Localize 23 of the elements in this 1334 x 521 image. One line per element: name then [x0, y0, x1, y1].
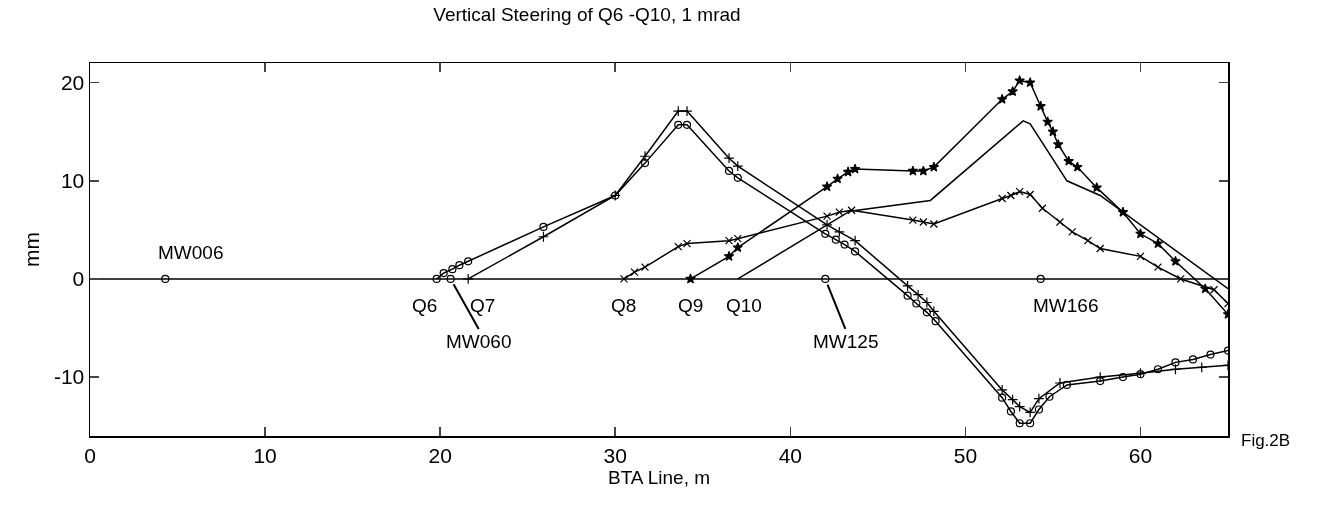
x-axis-title: BTA Line, m: [607, 466, 711, 488]
x-tick-label: 40: [778, 443, 802, 467]
y-axis-title: mm: [20, 232, 44, 267]
y-tick-label: 10: [60, 169, 85, 193]
annotation: MW125: [813, 331, 879, 352]
annotation: Q6: [412, 295, 438, 316]
x-tick-label: 10: [253, 443, 277, 467]
annotation: MW166: [1033, 295, 1099, 316]
x-tick-label: 50: [953, 443, 978, 467]
x-tick-label: 20: [428, 443, 452, 467]
y-tick-label: 0: [72, 267, 85, 291]
annotation: Q8: [611, 295, 637, 316]
annotation: Q10: [726, 295, 762, 316]
y-tick-label: 20: [60, 70, 85, 94]
annotation: MW006: [158, 242, 224, 263]
chart-title: Vertical Steering of Q6 -Q10, 1 mrad: [433, 4, 741, 26]
x-tick-label: 60: [1128, 443, 1153, 467]
annotation: MW060: [446, 331, 512, 352]
x-tick-label: 30: [603, 443, 627, 467]
annotation: Q9: [678, 295, 704, 316]
annotation: Q7: [470, 295, 496, 316]
y-tick-label: -10: [53, 365, 85, 389]
caption: Fig.2B: [1241, 431, 1291, 450]
